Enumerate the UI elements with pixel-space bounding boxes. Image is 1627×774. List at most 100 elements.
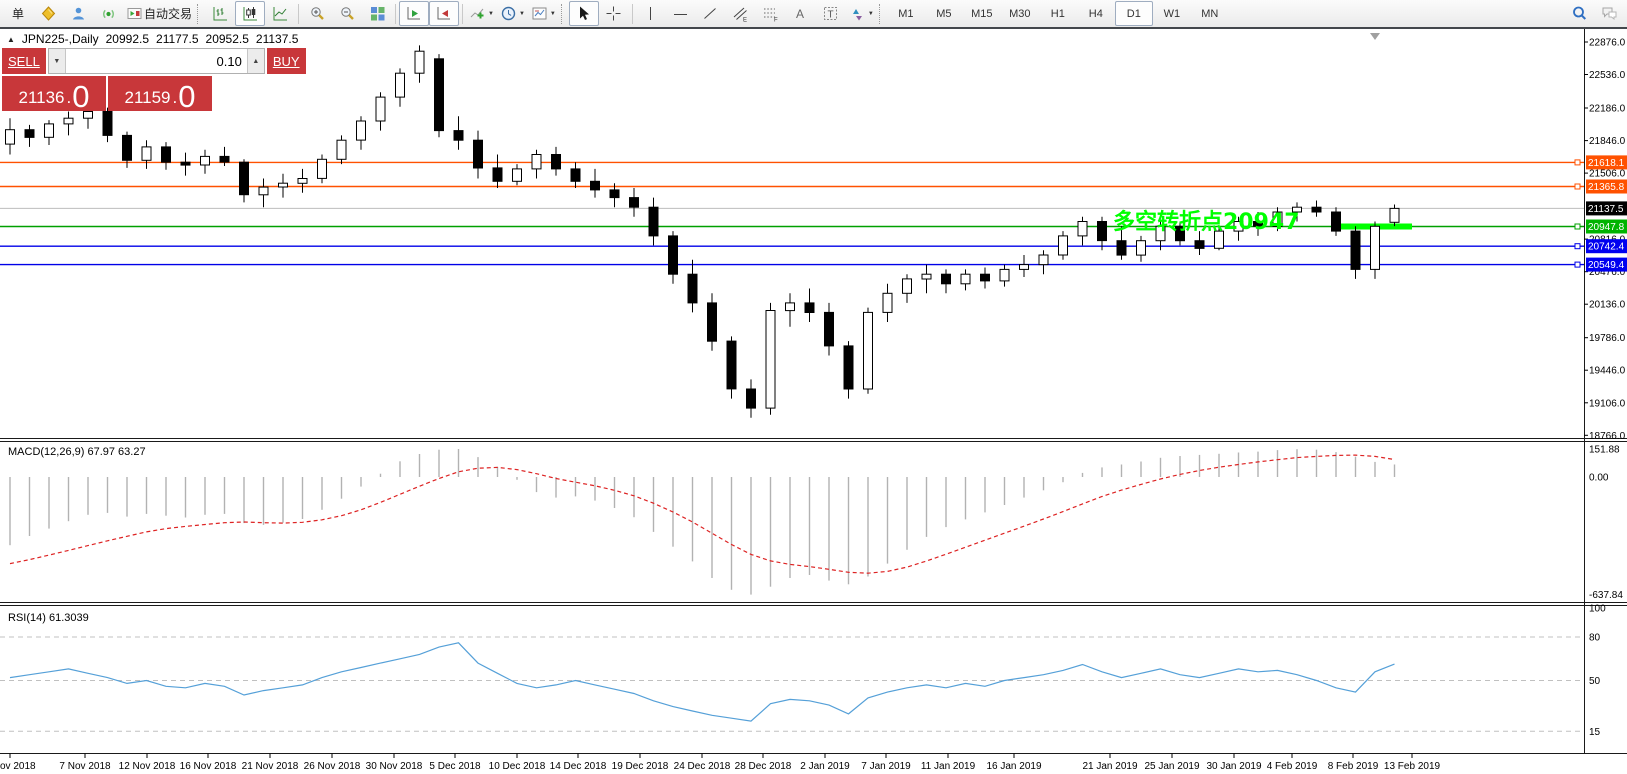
line-chart-button[interactable] — [265, 1, 295, 26]
level-anchor-square — [1574, 223, 1581, 230]
crosshair-button[interactable] — [599, 1, 629, 26]
timeframe-h1-button[interactable]: H1 — [1050, 7, 1065, 20]
candle — [1350, 230, 1361, 270]
chat-button[interactable] — [1594, 1, 1624, 26]
templates-button[interactable]: ▼ — [528, 1, 559, 26]
date-tick-label: 28 Dec 2018 — [735, 761, 792, 772]
candle — [1175, 225, 1185, 242]
macd-axis-label: 0.00 — [1589, 473, 1609, 484]
candle — [1058, 235, 1068, 256]
candle — [980, 273, 990, 282]
equidistant-channel-button[interactable]: E — [726, 1, 756, 26]
date-tick-label: 26 Nov 2018 — [304, 761, 361, 772]
level-anchor-square — [1574, 243, 1581, 250]
candle — [707, 302, 717, 342]
date-tick-label: 30 Jan 2019 — [1206, 761, 1261, 772]
horizontal-line-button[interactable] — [666, 1, 696, 26]
timeframe-m1-button[interactable]: M1 — [898, 7, 914, 20]
one-click-collapse-icon[interactable]: ▲ — [7, 34, 15, 44]
date-tick-label: 16 Jan 2019 — [986, 761, 1041, 772]
rsi-label: RSI(14) 61.3039 — [8, 612, 89, 624]
sell-button[interactable]: SELL — [2, 48, 46, 74]
chart-shift-button[interactable] — [429, 1, 460, 26]
buy-button[interactable]: BUY — [266, 48, 306, 74]
arrows-button[interactable]: ▼ — [846, 1, 877, 26]
sell-price-frac: 0 — [72, 78, 90, 114]
toolbar-grip[interactable] — [878, 3, 883, 24]
candlestick-chart-icon — [243, 7, 257, 21]
chevron-down-icon: ▼ — [867, 10, 874, 17]
svg-text:T: T — [828, 10, 834, 21]
candle — [1019, 264, 1029, 270]
candle — [882, 292, 893, 313]
chart-shift-marker[interactable] — [1370, 33, 1380, 40]
timeframe-mn-button[interactable]: MN — [1201, 7, 1219, 20]
line-chart-icon — [273, 7, 287, 21]
indicators-button[interactable]: ▼ — [466, 1, 497, 26]
price-level-badge-label: 20947.8 — [1588, 222, 1625, 233]
symbols-button[interactable] — [33, 1, 63, 26]
volume-input[interactable] — [65, 49, 247, 73]
community-button[interactable] — [63, 1, 93, 26]
timeframe-h4-button[interactable]: H4 — [1088, 7, 1103, 20]
tile-windows-button[interactable] — [362, 1, 392, 26]
date-tick-label: 7 Nov 2018 — [59, 761, 111, 772]
zoom-in-button[interactable] — [302, 1, 332, 26]
bars-chart-button[interactable] — [205, 1, 235, 26]
price-level-badge — [1586, 179, 1627, 194]
price-level-badge-label: 21618.1 — [1588, 158, 1625, 169]
rsi-line — [9, 642, 1395, 722]
auto-scroll-button[interactable] — [399, 1, 430, 26]
chart-canvas[interactable]: 多空转折点20947 22876.0 22536.0 22186.0 21846.0 21… — [0, 29, 1627, 774]
volume-stepper: ▼ ▲ — [47, 48, 265, 74]
channel-icon: E — [734, 7, 747, 22]
autotrading-button[interactable]: 自动交易 — [123, 1, 195, 26]
price-tick-label: 19106.0 — [1589, 398, 1626, 409]
toolbar-separator — [631, 3, 633, 24]
clock-icon — [501, 6, 516, 21]
buy-price-button[interactable]: 21159. 0 — [108, 76, 212, 112]
date-tick-label: 7 Jan 2019 — [861, 761, 911, 772]
timeframe-m30-button[interactable]: M30 — [1009, 7, 1031, 20]
zoom-out-icon — [340, 7, 354, 20]
bar-chart-icon — [213, 7, 227, 21]
timeframe-m15-button[interactable]: M15 — [971, 7, 993, 20]
candle — [1136, 240, 1146, 256]
trendline-button[interactable] — [696, 1, 726, 26]
autotrading-label: 自动交易 — [144, 7, 193, 21]
text-label-button[interactable]: T — [816, 1, 846, 26]
volume-increase-button[interactable]: ▲ — [246, 49, 264, 73]
buy-label: BUY — [272, 53, 300, 69]
toolbar-grip[interactable] — [560, 3, 565, 24]
chat-bubbles-icon — [1602, 7, 1616, 21]
toolbar-grip[interactable] — [197, 3, 201, 24]
candle — [1077, 221, 1088, 237]
vertical-line-button[interactable] — [636, 1, 666, 26]
decimal-dot: . — [172, 88, 178, 107]
signal-broadcast-icon — [102, 9, 114, 19]
date-tick-label: 2 Jan 2019 — [800, 761, 850, 772]
rsi-axis-label: 50 — [1589, 676, 1601, 687]
volume-decrease-button[interactable]: ▼ — [48, 49, 66, 73]
new-order-button[interactable]: 单 — [3, 1, 33, 26]
chevron-down-icon: ▼ — [518, 10, 525, 17]
search-button[interactable] — [1564, 1, 1594, 26]
candles-chart-button[interactable] — [235, 1, 266, 26]
level-anchor-square — [1574, 261, 1581, 268]
zoom-out-button[interactable] — [332, 1, 362, 26]
turning-point-annotation[interactable]: 多空转折点20947 — [1113, 209, 1300, 235]
macd-axis-label: 151.88 — [1589, 445, 1620, 456]
timeframe-d1-button[interactable]: D1 — [1114, 1, 1153, 26]
cursor-button[interactable] — [568, 1, 599, 26]
signals-button[interactable] — [93, 1, 123, 26]
candle — [161, 146, 171, 163]
candle — [999, 268, 1010, 282]
buy-price-int: 21159 — [124, 88, 171, 107]
fibonacci-button[interactable]: F — [756, 1, 786, 26]
candle — [570, 168, 581, 182]
text-button[interactable]: A — [786, 1, 816, 26]
timeframe-m5-button[interactable]: M5 — [936, 7, 952, 20]
periods-button[interactable]: ▼ — [497, 1, 528, 26]
sell-price-button[interactable]: 21136. 0 — [2, 76, 106, 114]
timeframe-w1-button[interactable]: W1 — [1163, 7, 1181, 20]
